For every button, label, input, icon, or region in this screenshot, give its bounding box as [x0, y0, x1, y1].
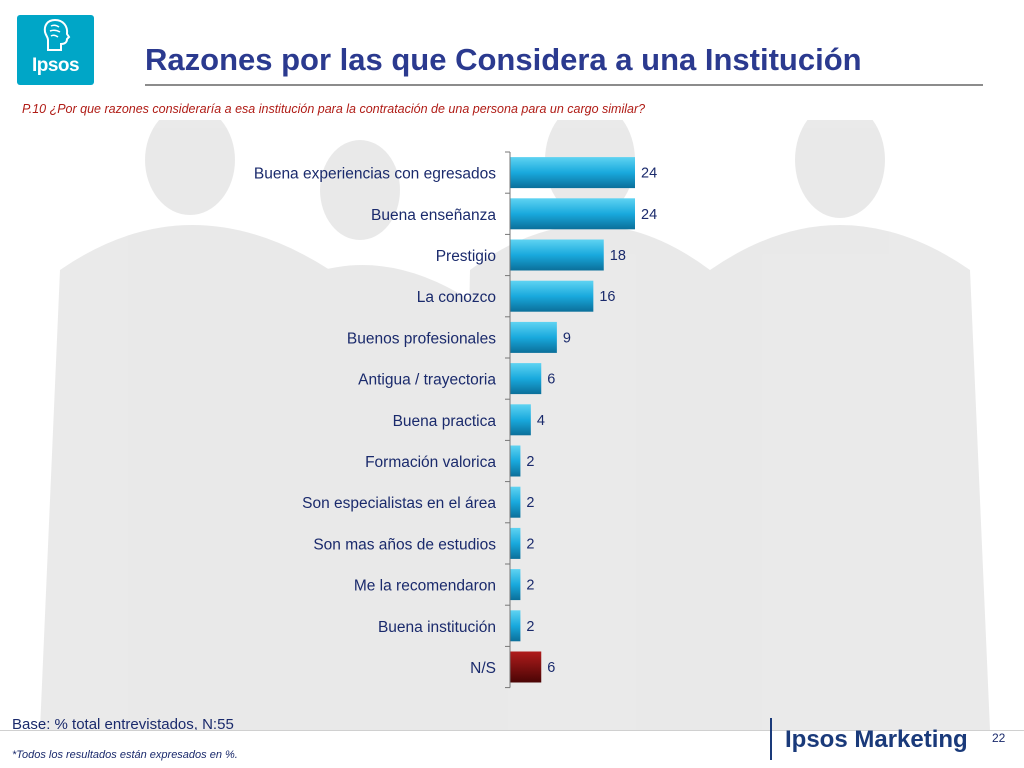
ipsos-logo: Ipsos [17, 15, 94, 85]
data-label-7: 2 [526, 454, 534, 470]
background-photo [40, 120, 990, 730]
category-label-6: Buena practica [393, 413, 497, 430]
logo-text: Ipsos [31, 55, 80, 76]
category-label-0: Buena experiencias con egresados [254, 166, 496, 183]
data-label-4: 9 [563, 330, 571, 346]
page-title: Razones por las que Considera a una Inst… [145, 42, 862, 77]
category-label-11: Buena institución [378, 619, 496, 636]
category-label-10: Me la recomendaron [354, 578, 496, 595]
bar-8 [510, 486, 521, 518]
data-label-3: 16 [599, 289, 615, 305]
profile-head-icon [43, 18, 71, 51]
bar-7 [510, 445, 521, 477]
question-text: P.10 ¿Por que razones consideraría a esa… [22, 102, 646, 116]
category-label-9: Son mas años de estudios [313, 536, 496, 553]
bar-1 [510, 198, 635, 230]
category-label-12: N/S [470, 660, 496, 677]
category-label-5: Antigua / trayectoria [358, 372, 496, 389]
data-label-0: 24 [641, 166, 657, 182]
footnote: *Todos los resultados están expresados e… [12, 749, 238, 761]
brand-divider [770, 718, 772, 760]
base-note: Base: % total entrevistados, N:55 [12, 716, 234, 733]
data-label-2: 18 [610, 248, 626, 264]
data-label-6: 4 [537, 413, 545, 429]
category-label-2: Prestigio [436, 248, 496, 265]
category-label-8: Son especialistas en el área [302, 495, 496, 512]
bar-9 [510, 527, 521, 559]
category-label-3: La conozco [417, 289, 496, 306]
bar-11 [510, 610, 521, 642]
bar-0 [510, 157, 635, 189]
bar-4 [510, 321, 557, 353]
bar-5 [510, 363, 542, 395]
category-label-4: Buenos profesionales [347, 330, 496, 347]
data-label-9: 2 [526, 536, 534, 552]
data-label-10: 2 [526, 578, 534, 594]
data-label-8: 2 [526, 495, 534, 511]
page-number: 22 [992, 731, 1006, 745]
title-divider [145, 84, 983, 86]
bar-chart: Buena experiencias con egresados 24Buena … [254, 151, 657, 689]
data-label-12: 6 [547, 660, 555, 676]
bar-10 [510, 569, 521, 601]
bar-12 [510, 651, 542, 683]
data-label-1: 24 [641, 207, 657, 223]
data-label-11: 2 [526, 619, 534, 635]
bar-6 [510, 404, 531, 436]
footer-divider [0, 730, 1024, 731]
data-label-5: 6 [547, 372, 555, 388]
category-label-7: Formación valorica [365, 454, 496, 471]
bar-2 [510, 239, 604, 271]
brand-name: Ipsos Marketing [785, 726, 968, 753]
category-label-1: Buena enseñanza [371, 207, 496, 224]
bar-3 [510, 280, 594, 312]
